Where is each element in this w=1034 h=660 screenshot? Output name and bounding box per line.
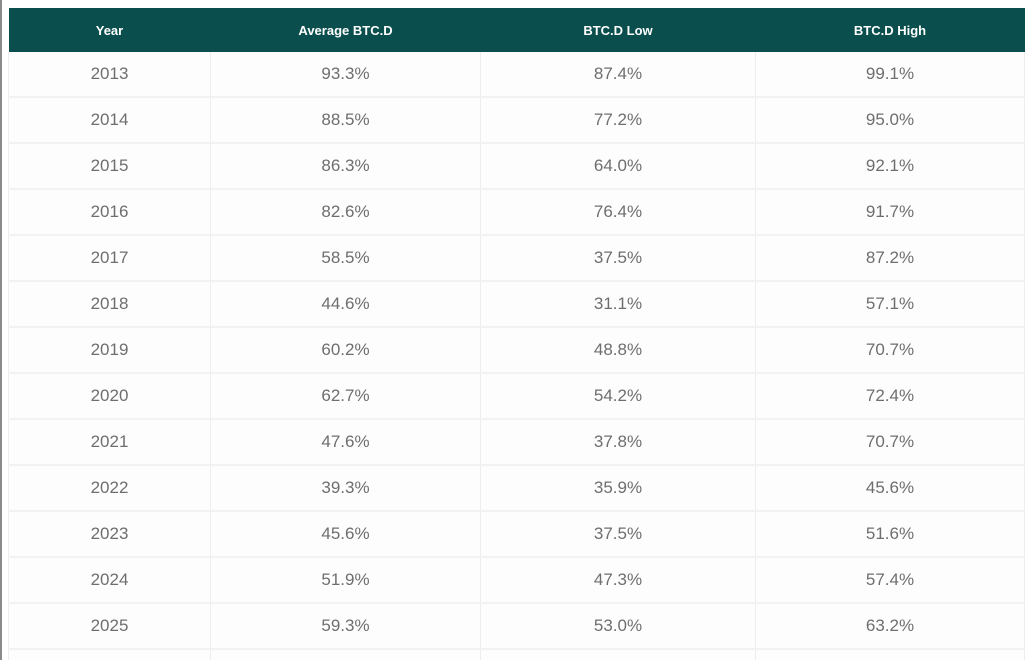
value-cell: 87.4%: [480, 52, 756, 98]
table-row: 2018 44.6% 31.1% 57.1%: [8, 281, 1025, 328]
table-row: 2024 51.9% 47.3% 57.4%: [8, 557, 1025, 604]
value-cell: 86.3%: [210, 143, 481, 190]
value-cell: 37.5%: [480, 235, 756, 282]
value-cell: 48.8%: [480, 327, 756, 374]
year-cell: 2023: [8, 511, 211, 558]
value-cell: 70.7%: [755, 419, 1025, 466]
value-cell: 63.2%: [755, 603, 1025, 650]
year-cell: 2019: [8, 327, 211, 374]
year-cell: 2022: [8, 465, 211, 512]
value-cell: 37.8%: [480, 419, 756, 466]
table-row: 2021 47.6% 37.8% 70.7%: [8, 419, 1025, 466]
table-row: 2014 88.5% 77.2% 95.0%: [8, 97, 1025, 144]
header-row: Year Average BTC.D BTC.D Low BTC.D High: [8, 8, 1025, 52]
value-cell: 77.2%: [480, 97, 756, 144]
table-row: 2022 39.3% 35.9% 45.6%: [8, 465, 1025, 512]
value-cell: 88.5%: [210, 97, 481, 144]
value-cell: 31.1%: [480, 281, 756, 328]
value-cell: 45.6%: [755, 465, 1025, 512]
value-cell: 57.4%: [755, 557, 1025, 604]
table-row: 2013 93.3% 87.4% 99.1%: [8, 52, 1025, 98]
value-cell: 70.7%: [755, 327, 1025, 374]
column-header-average-btcd: Average BTC.D: [210, 8, 481, 52]
year-cell: 2018: [8, 281, 211, 328]
value-cell: 57.1%: [755, 281, 1025, 328]
table-row: 2023 45.6% 37.5% 51.6%: [8, 511, 1025, 558]
value-cell: 64.0%: [480, 143, 756, 190]
value-cell: 47.6%: [210, 419, 481, 466]
value-cell: 72.4%: [755, 373, 1025, 420]
table-row: 2015 86.3% 64.0% 92.1%: [8, 143, 1025, 190]
empty-cell: [755, 649, 1025, 660]
column-header-btcd-low: BTC.D Low: [480, 8, 756, 52]
column-header-btcd-high: BTC.D High: [755, 8, 1025, 52]
value-cell: 54.2%: [480, 373, 756, 420]
value-cell: 58.5%: [210, 235, 481, 282]
empty-cell: [210, 649, 481, 660]
year-cell: 2017: [8, 235, 211, 282]
year-cell: 2025: [8, 603, 211, 650]
value-cell: 35.9%: [480, 465, 756, 512]
value-cell: 59.3%: [210, 603, 481, 650]
value-cell: 51.9%: [210, 557, 481, 604]
value-cell: 91.7%: [755, 189, 1025, 236]
value-cell: 37.5%: [480, 511, 756, 558]
value-cell: 62.7%: [210, 373, 481, 420]
value-cell: 53.0%: [480, 603, 756, 650]
year-cell: 2013: [8, 52, 211, 98]
year-cell: 2021: [8, 419, 211, 466]
year-cell: 2015: [8, 143, 211, 190]
table-row: 2025 59.3% 53.0% 63.2%: [8, 603, 1025, 650]
value-cell: 45.6%: [210, 511, 481, 558]
value-cell: 93.3%: [210, 52, 481, 98]
table-header: Year Average BTC.D BTC.D Low BTC.D High: [8, 8, 1025, 52]
year-cell: 2014: [8, 97, 211, 144]
value-cell: 95.0%: [755, 97, 1025, 144]
value-cell: 87.2%: [755, 235, 1025, 282]
value-cell: 60.2%: [210, 327, 481, 374]
year-cell: 2020: [8, 373, 211, 420]
value-cell: 51.6%: [755, 511, 1025, 558]
table-body: 2013 93.3% 87.4% 99.1% 2014 88.5% 77.2% 95.0% 20…: [8, 52, 1025, 660]
value-cell: 47.3%: [480, 557, 756, 604]
year-cell: 2024: [8, 557, 211, 604]
btc-dominance-table: Year Average BTC.D BTC.D Low BTC.D High …: [8, 8, 1025, 660]
value-cell: 39.3%: [210, 465, 481, 512]
empty-cell: [480, 649, 756, 660]
value-cell: 92.1%: [755, 143, 1025, 190]
table-row: 2017 58.5% 37.5% 87.2%: [8, 235, 1025, 282]
value-cell: 82.6%: [210, 189, 481, 236]
table-row-partial: [8, 649, 1025, 660]
year-cell: 2016: [8, 189, 211, 236]
value-cell: 44.6%: [210, 281, 481, 328]
table-row: 2016 82.6% 76.4% 91.7%: [8, 189, 1025, 236]
column-header-year: Year: [8, 8, 211, 52]
table-row: 2020 62.7% 54.2% 72.4%: [8, 373, 1025, 420]
value-cell: 76.4%: [480, 189, 756, 236]
table-row: 2019 60.2% 48.8% 70.7%: [8, 327, 1025, 374]
window-edge: [0, 0, 2, 660]
value-cell: 99.1%: [755, 52, 1025, 98]
empty-cell: [8, 649, 211, 660]
